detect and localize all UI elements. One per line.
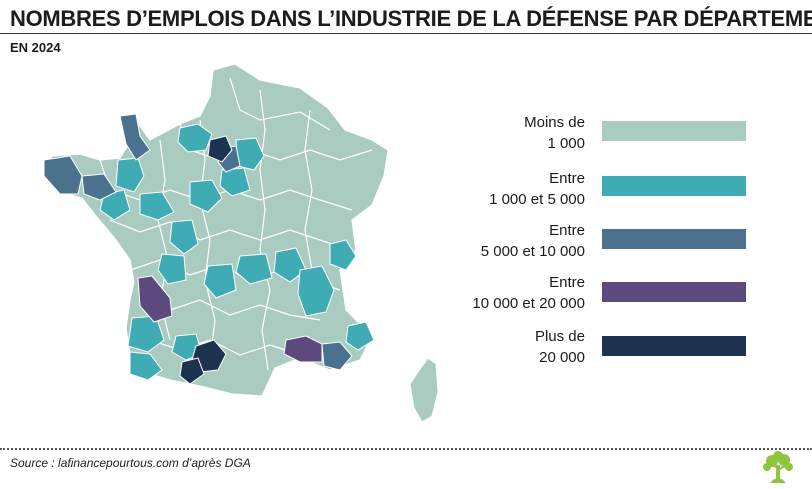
chart-subtitle: EN 2024: [10, 40, 61, 55]
range-5000-10000: [43, 113, 353, 371]
legend-label-line1: Entre: [549, 222, 585, 239]
legend-label-line2: 10 000 et 20 000: [472, 295, 585, 312]
legend-item-5000-10000: Entre 5 000 et 10 000: [440, 220, 750, 270]
legend-swatch: [602, 336, 746, 356]
range-1000-5000: [99, 123, 375, 381]
title-rule: [0, 33, 812, 34]
footer-divider: [0, 448, 812, 450]
legend-swatch: [602, 229, 746, 249]
legend-label-line1: Plus de: [534, 328, 585, 345]
source-note: Source : lafinancepourtous.com d’après D…: [10, 456, 251, 470]
legend-label-line1: Entre: [549, 170, 585, 187]
legend-label-line2: 5 000 et 10 000: [480, 243, 585, 260]
legend-swatch: [602, 282, 746, 302]
legend-item-10000-20000: Entre 10 000 et 20 000: [440, 272, 750, 322]
legend-label-line2: 20 000: [539, 349, 585, 366]
corsica: [409, 357, 439, 423]
chart-title: NOMBRES D’EMPLOIS DANS L’INDUSTRIE DE LA…: [10, 6, 812, 31]
legend-item-1000-5000: Entre 1 000 et 5 000: [440, 168, 750, 218]
range-10000-20000: [137, 275, 323, 363]
legend-swatch: [602, 176, 746, 196]
legend-item-under-1000: Moins de 1 000: [440, 112, 750, 162]
france-map: [43, 63, 439, 423]
legend-label-line1: Moins de: [524, 114, 585, 131]
legend-swatch: [602, 121, 746, 141]
legend-label-line1: Entre: [549, 274, 585, 291]
legend-item-above-20000: Plus de 20 000: [440, 326, 750, 376]
range-above-20000: [179, 135, 233, 385]
legend-label-line2: 1 000: [547, 135, 585, 152]
tree-logo-icon: [763, 451, 793, 483]
legend-label-line2: 1 000 et 5 000: [489, 191, 585, 208]
